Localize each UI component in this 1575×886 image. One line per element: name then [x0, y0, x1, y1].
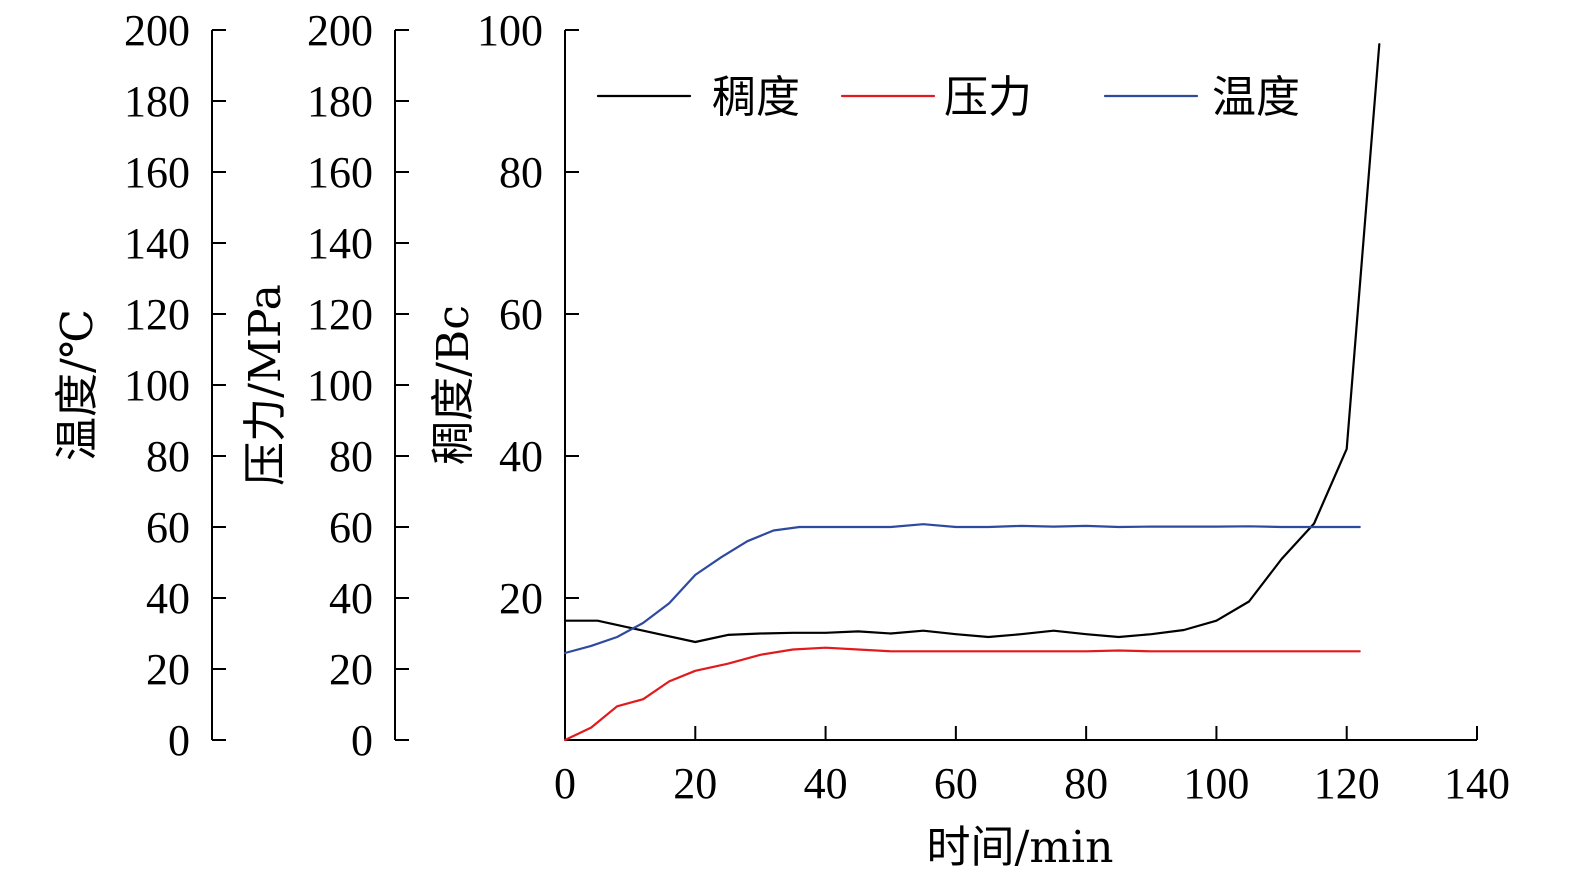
temperature-tick-label: 100 — [124, 361, 190, 410]
y-axis-consistency-title: 稠度/Bc — [428, 305, 479, 465]
y-axis-temperature-ticks: 0 20 40 60 80 100 120 140 160 180 200 — [124, 6, 226, 765]
temperature-tick-label: 180 — [124, 77, 190, 126]
x-tick-label: 120 — [1314, 759, 1380, 808]
pressure-tick-label: 20 — [329, 645, 373, 694]
series-line-pressure — [563, 646, 1361, 742]
x-tick-label: 40 — [804, 759, 848, 808]
temperature-tick-label: 140 — [124, 219, 190, 268]
pressure-tick-label: 160 — [307, 148, 373, 197]
temperature-tick-label: 20 — [146, 645, 190, 694]
temperature-tick-label: 120 — [124, 290, 190, 339]
pressure-tick-label: 0 — [351, 716, 373, 765]
consistency-tick-label: 100 — [477, 6, 543, 55]
pressure-tick-label: 100 — [307, 361, 373, 410]
x-tick-label: 140 — [1444, 759, 1510, 808]
pressure-tick-label: 120 — [307, 290, 373, 339]
legend: 稠度 压力 温度 — [596, 72, 1300, 123]
legend-label-temperature: 温度 — [1212, 72, 1300, 123]
x-tick-label: 100 — [1183, 759, 1249, 808]
series-lines — [563, 43, 1381, 742]
pressure-tick-label: 60 — [329, 503, 373, 552]
consistency-tick-label: 60 — [499, 290, 543, 339]
temperature-tick-label: 160 — [124, 148, 190, 197]
temperature-tick-label: 80 — [146, 432, 190, 481]
y-axis-consistency-ticks: 20 40 60 80 100 — [477, 6, 579, 741]
x-axis-title: 时间/min — [927, 822, 1114, 873]
temperature-tick-label: 40 — [146, 574, 190, 623]
consistency-tick-label: 20 — [499, 574, 543, 623]
consistency-tick-label: 80 — [499, 148, 543, 197]
consistency-tick-label: 40 — [499, 432, 543, 481]
y-axis-temperature-title: 温度/℃ — [52, 309, 103, 461]
x-axis-ticks: 0 20 40 60 80 100 120 140 — [554, 726, 1510, 808]
pressure-tick-label: 180 — [307, 77, 373, 126]
pressure-tick-label: 80 — [329, 432, 373, 481]
temperature-tick-label: 0 — [168, 716, 190, 765]
series-line-temperature — [563, 523, 1361, 655]
x-tick-label: 80 — [1064, 759, 1108, 808]
pressure-tick-label: 200 — [307, 6, 373, 55]
pressure-tick-label: 140 — [307, 219, 373, 268]
temperature-tick-label: 60 — [146, 503, 190, 552]
y-axis-pressure-title: 压力/MPa — [240, 284, 291, 486]
y-axis-pressure-ticks: 0 20 40 60 80 100 120 140 160 180 200 — [307, 6, 409, 765]
legend-label-pressure: 压力 — [944, 72, 1032, 123]
legend-label-consistency: 稠度 — [712, 72, 800, 123]
series-line-consistency — [563, 43, 1381, 644]
x-tick-label: 20 — [673, 759, 717, 808]
x-tick-label: 0 — [554, 759, 576, 808]
temperature-tick-label: 200 — [124, 6, 190, 55]
pressure-tick-label: 40 — [329, 574, 373, 623]
x-tick-label: 60 — [934, 759, 978, 808]
